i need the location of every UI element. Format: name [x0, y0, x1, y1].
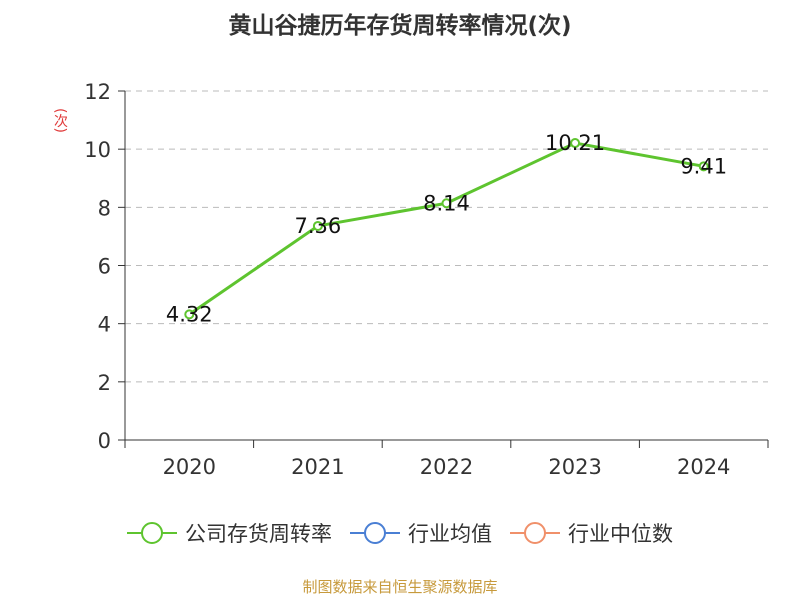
y-tick-label: 2 [98, 371, 111, 395]
axes [118, 90, 769, 448]
data-point [570, 138, 581, 149]
data-label: 4.32 [166, 302, 213, 326]
legend-label: 行业中位数 [568, 522, 673, 546]
grid-lines [125, 90, 768, 383]
x-tick-labels: 2020 2021 2022 2023 2024 [163, 455, 731, 479]
y-tick-label: 6 [98, 255, 111, 279]
y-tick-label: 12 [84, 80, 111, 104]
x-tick-label: 2021 [291, 455, 344, 479]
data-point [184, 309, 195, 320]
data-point [441, 198, 452, 209]
y-tick-label: 10 [84, 138, 111, 162]
data-point [312, 220, 323, 231]
legend: 公司存货周转率 行业均值 行业中位数 [0, 518, 800, 548]
data-label: 8.14 [423, 191, 470, 215]
series-group [184, 138, 709, 320]
x-tick-label: 2020 [163, 455, 216, 479]
data-label: 10.21 [545, 131, 605, 155]
legend-marker-icon [127, 521, 177, 545]
y-tick-label: 4 [98, 313, 111, 337]
y-axis-unit: (次) [52, 108, 68, 133]
data-label: 9.41 [680, 154, 727, 178]
series-line [188, 141, 704, 316]
x-tick-label: 2024 [677, 455, 730, 479]
y-tick-labels: 0 2 4 6 8 10 12 [84, 80, 111, 453]
y-tick-label: 8 [98, 196, 111, 220]
chart-title: 黄山谷捷历年存货周转率情况(次) [228, 13, 572, 39]
data-source: 制图数据来自恒生聚源数据库 [302, 578, 498, 596]
legend-item-company[interactable]: 公司存货周转率 [127, 518, 332, 548]
data-label: 7.36 [295, 214, 342, 238]
legend-marker-icon [510, 521, 560, 545]
data-point [698, 161, 709, 172]
legend-marker-icon [350, 521, 400, 545]
x-tick-label: 2023 [548, 455, 601, 479]
y-tick-label: 0 [98, 429, 111, 453]
legend-item-industry-median[interactable]: 行业中位数 [510, 518, 673, 548]
legend-label: 行业均值 [408, 522, 492, 546]
legend-item-industry-average[interactable]: 行业均值 [350, 518, 492, 548]
legend-label: 公司存货周转率 [185, 522, 332, 546]
data-labels: 4.32 7.36 8.14 10.21 9.41 [166, 131, 727, 326]
x-tick-label: 2022 [420, 455, 473, 479]
